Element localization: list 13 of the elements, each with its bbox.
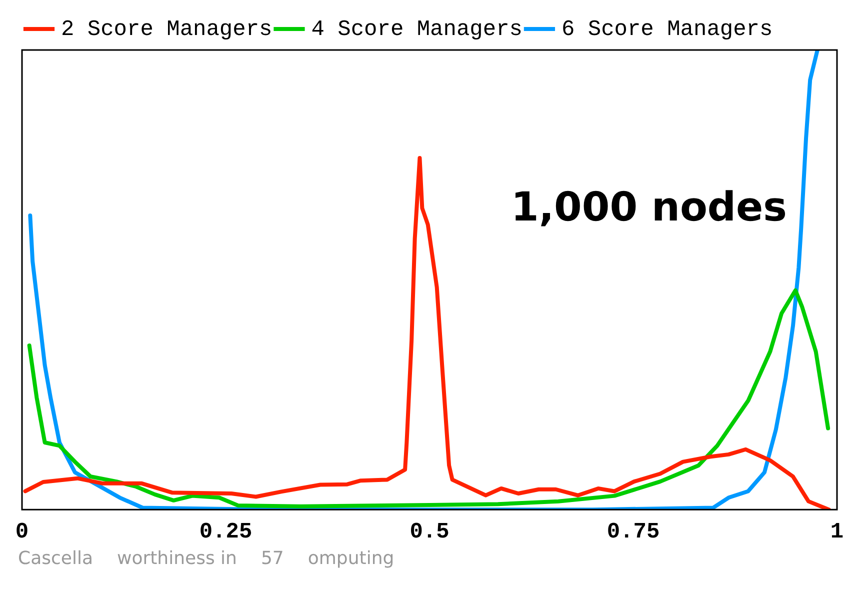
legend-label: 4 Score Managers bbox=[311, 16, 522, 42]
text: worthiness in bbox=[116, 548, 237, 569]
annotation: 1,000 nodes bbox=[511, 184, 787, 230]
x-tick-label: 0.75 bbox=[606, 519, 660, 544]
text: 57 bbox=[260, 548, 284, 569]
legend-label: 6 Score Managers bbox=[561, 16, 773, 42]
text: Cascella bbox=[18, 548, 93, 569]
x-tick-label: 0.25 bbox=[199, 519, 252, 544]
text: omputing bbox=[308, 548, 394, 569]
legend-label: 2 Score Managers bbox=[61, 16, 272, 42]
x-tick-label: 1 bbox=[830, 519, 844, 544]
x-tick-label: 0 bbox=[15, 519, 29, 544]
x-tick-label: 0.5 bbox=[410, 519, 450, 544]
